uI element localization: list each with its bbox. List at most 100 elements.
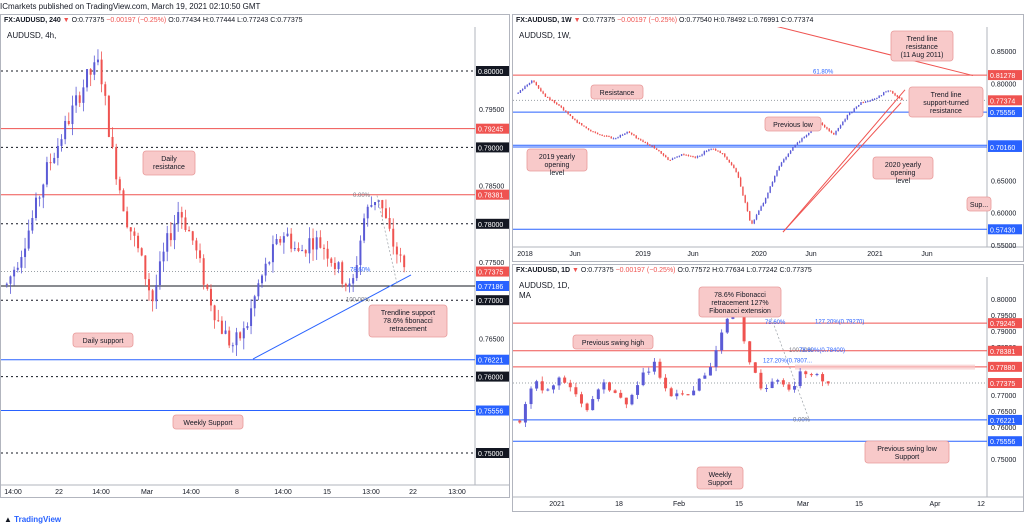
candle-body	[122, 190, 125, 212]
price-tag-bg	[476, 266, 509, 277]
price-axis-label: 0.77000	[991, 393, 1016, 400]
candle-body	[126, 211, 129, 228]
price-tag: 0.79000	[478, 145, 503, 152]
candle-body	[257, 283, 260, 297]
candle-body	[830, 131, 833, 133]
candle-body	[612, 138, 615, 140]
candle-body	[876, 98, 878, 100]
price-axis-label: 0.65000	[991, 178, 1016, 185]
change-value: −0.00197 (−0.25%)	[617, 17, 678, 24]
candle-body	[551, 385, 555, 390]
candle-body	[619, 134, 622, 138]
footer-brand: TradingView	[14, 515, 62, 524]
candle-body	[655, 148, 658, 150]
fib-diagonal	[376, 195, 398, 284]
candle-body	[690, 155, 692, 157]
candle-body	[798, 371, 802, 387]
candle-body	[776, 170, 778, 176]
note-previous-low-text: Previous low	[773, 122, 814, 129]
candle-body	[213, 305, 216, 321]
candle-body	[675, 393, 679, 397]
note-2020-open-text: 2020 yearly	[885, 162, 922, 169]
trendline-support	[252, 274, 412, 360]
symbol-title: FX:AUDUSD, 240	[4, 17, 61, 24]
change-value: −0.00197 (−0.25%)	[106, 17, 167, 24]
note-2019-open-text: opening	[545, 162, 570, 169]
note-previous-swing-high-text: Previous swing high	[582, 340, 644, 347]
candle-body	[100, 59, 103, 85]
candle-body	[885, 91, 887, 93]
price-tag-bg	[988, 414, 1022, 425]
price-axis-label: 0.77500	[479, 260, 504, 267]
candle-body	[399, 254, 402, 256]
candle-body	[626, 131, 628, 134]
tradingview-footer[interactable]: ▲ TradingView	[4, 515, 61, 524]
candle-body	[96, 59, 99, 63]
candle-body	[703, 375, 707, 379]
chart-panel-1w[interactable]: FX:AUDUSD, 1W ▼ O:0.77375 −0.00197 (−0.2…	[512, 14, 1024, 262]
chart-canvas-4h[interactable]: 0.80000 0.79500 0.79245 0.79000 0.78500 0.783…	[1, 15, 509, 497]
chart-panel-1d[interactable]: FX:AUDUSD, 1D ▼ O:0.77375 −0.00197 (−0.2…	[512, 264, 1024, 512]
candle-body	[261, 275, 264, 284]
candle-body	[344, 283, 347, 287]
candle-body	[104, 84, 107, 96]
candle-body	[798, 141, 801, 143]
candle-body	[531, 80, 533, 83]
candle-body	[359, 240, 362, 266]
candle-body	[82, 87, 85, 103]
candle-body	[705, 151, 708, 153]
chart-canvas-1w[interactable]: 0.850000.800000.812780.773740.755560.704…	[513, 15, 1023, 261]
candle-body	[144, 255, 147, 280]
candle-body	[395, 246, 398, 255]
candle-body	[821, 122, 824, 125]
candle-body	[599, 134, 601, 136]
candle-body	[75, 95, 78, 106]
chart-panel-4h[interactable]: FX:AUDUSD, 240 ▼ O:0.77375 −0.00197 (−0.…	[0, 14, 510, 498]
candle-body	[301, 250, 304, 252]
candle-body	[619, 392, 623, 398]
candle-body	[901, 98, 903, 101]
candle-body	[896, 95, 899, 97]
note-daily-support-text: Daily support	[83, 338, 124, 345]
candle-body	[699, 155, 701, 157]
chart-canvas-1d[interactable]: 0.800000.795000.792450.790000.785000.783…	[513, 265, 1023, 511]
candle-body	[304, 250, 307, 254]
candle-body	[158, 261, 161, 286]
candle-body	[649, 144, 651, 146]
open2-value: 0.77540	[686, 17, 712, 24]
candle-body	[370, 205, 373, 207]
candle-body	[403, 255, 406, 268]
candle-body	[315, 237, 318, 250]
time-axis-label: 15	[735, 501, 743, 508]
price-tag: 0.75000	[478, 451, 503, 458]
candle-body	[352, 278, 355, 284]
candle-body	[692, 156, 694, 158]
symbol-title: FX:AUDUSD, 1D	[516, 267, 571, 274]
fib-label: 0.00%	[793, 418, 811, 424]
candle-body	[188, 229, 191, 232]
candle-body	[658, 149, 660, 152]
candle-body	[377, 200, 380, 202]
price-axis-label: 0.80000	[991, 81, 1016, 88]
candle-body	[363, 218, 366, 241]
candle-body	[348, 283, 351, 287]
high-value: 0.77634	[719, 267, 745, 274]
candle-body	[521, 89, 524, 91]
candle-body	[683, 154, 685, 156]
candle-body	[86, 69, 89, 88]
candle-body	[529, 388, 533, 405]
candle-body	[742, 312, 746, 342]
candle-body	[374, 201, 377, 206]
fib-label: 78.60%(0.78400)	[799, 348, 845, 354]
candle-body	[769, 186, 771, 193]
candle-body	[669, 159, 671, 161]
down-arrow-icon: ▼	[62, 17, 70, 24]
price-tag: 0.77375	[990, 381, 1015, 388]
candle-body	[540, 88, 542, 92]
candle-body	[64, 120, 67, 140]
candle-body	[823, 124, 826, 128]
publisher-bar: ICmarkets published on TradingView.com, …	[0, 0, 1024, 14]
candle-body	[624, 133, 626, 135]
note-daily-resistance-text: resistance	[153, 164, 185, 171]
fib-label: 127.20%(0.7807...	[763, 358, 812, 364]
